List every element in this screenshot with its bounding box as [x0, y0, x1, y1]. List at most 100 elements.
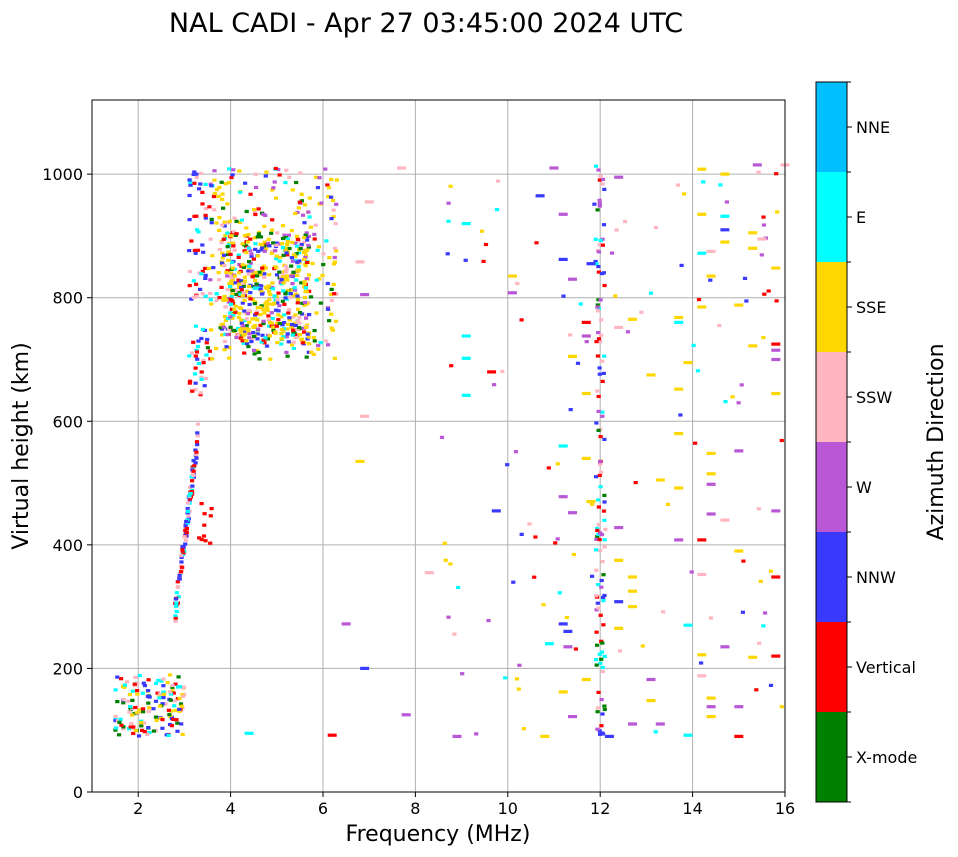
data-point-ssw [297, 316, 302, 320]
data-point-e [228, 285, 233, 289]
data-point-sse [768, 569, 774, 573]
data-point-ssw [291, 315, 296, 319]
data-point-e [252, 286, 257, 290]
data-point-ssw [198, 391, 203, 395]
data-point-vertical [312, 237, 317, 241]
data-point-e [598, 485, 603, 489]
data-point-w [306, 234, 311, 238]
data-point-sse [229, 271, 234, 275]
data-point-vertical [300, 341, 305, 345]
data-point-vertical [250, 275, 255, 279]
data-point-sse [167, 673, 173, 677]
data-point-vertical [277, 173, 282, 177]
x-tick-label: 14 [682, 799, 702, 818]
data-point-sse [706, 715, 716, 719]
data-point-vertical [191, 340, 196, 344]
data-point-x-mode [327, 319, 332, 323]
data-point-sse [226, 258, 231, 262]
data-point-sse [246, 327, 251, 331]
data-point-vertical [187, 381, 192, 385]
data-point-x-mode [595, 208, 600, 212]
data-point-vertical [248, 237, 253, 241]
data-point-nnw [511, 580, 516, 584]
data-point-e [166, 733, 171, 737]
data-point-sse [697, 212, 707, 216]
data-point-nnw [592, 202, 597, 206]
data-point-x-mode [285, 354, 290, 358]
data-point-w [655, 722, 665, 726]
data-point-nnw [198, 287, 203, 291]
data-point-ssw [675, 183, 681, 187]
data-point-ssw [355, 260, 365, 264]
data-point-sse [296, 307, 301, 311]
data-point-vertical [262, 341, 267, 345]
data-point-e [494, 208, 500, 212]
data-point-x-mode [595, 535, 600, 539]
data-point-x-mode [259, 304, 264, 308]
data-point-nnw [594, 475, 599, 479]
data-point-vertical [119, 723, 124, 727]
data-point-e [695, 369, 700, 373]
data-point-ssw [250, 338, 255, 342]
data-point-sse [442, 541, 447, 545]
data-point-e [697, 251, 707, 255]
data-point-sse [219, 323, 224, 327]
data-point-sse [237, 271, 242, 275]
data-point-vertical [254, 311, 259, 316]
data-point-e [235, 326, 241, 331]
data-point-w [595, 727, 600, 731]
data-point-e [653, 730, 658, 734]
data-point-ssw [599, 333, 604, 337]
data-point-sse [311, 336, 316, 340]
data-point-x-mode [257, 357, 262, 361]
data-point-nnw [282, 321, 287, 325]
data-point-nnw [325, 281, 330, 286]
data-point-nnw [295, 294, 300, 298]
data-point-e [187, 354, 192, 358]
data-point-nnw [136, 734, 142, 738]
data-point-w [598, 531, 603, 535]
data-point-ssw [287, 308, 292, 312]
data-point-sse [217, 228, 222, 232]
data-point-e [593, 164, 599, 168]
data-point-sse [214, 346, 219, 350]
data-point-sse [748, 246, 758, 250]
data-point-nnw [602, 500, 607, 504]
data-point-sse [223, 315, 228, 319]
data-point-w [759, 253, 764, 257]
colorbar-label: E [856, 208, 866, 227]
data-point-sse [247, 320, 252, 324]
x-tick-label: 6 [318, 799, 328, 818]
data-point-sse [730, 395, 735, 399]
data-point-sse [307, 342, 312, 346]
data-point-vertical [236, 255, 241, 259]
data-point-sse [266, 237, 271, 241]
data-point-x-mode [132, 712, 137, 716]
data-point-ssw [595, 389, 600, 393]
data-point-ssw [220, 223, 225, 227]
data-point-w [248, 248, 253, 252]
data-point-w [614, 175, 624, 179]
data-point-w [446, 615, 451, 619]
data-point-vertical [595, 354, 600, 358]
data-point-ssw [639, 310, 644, 314]
data-point-ssw [241, 281, 246, 285]
data-point-ssw [596, 523, 601, 527]
data-point-x-mode [254, 274, 260, 278]
data-point-w [598, 460, 603, 464]
data-point-nnw [146, 689, 151, 693]
data-point-sse [564, 615, 569, 620]
data-point-sse [279, 242, 285, 246]
data-point-ssw [189, 351, 195, 355]
colorbar-label: SSE [856, 298, 886, 317]
data-point-sse [541, 603, 546, 607]
data-point-sse [220, 192, 225, 196]
data-point-sse [228, 287, 233, 292]
data-point-w [401, 713, 411, 717]
data-point-e [259, 340, 264, 344]
data-point-ssw [595, 706, 601, 710]
data-point-vertical [194, 282, 199, 286]
data-point-e [593, 237, 598, 241]
data-point-nnw [200, 243, 205, 247]
data-point-sse [258, 313, 263, 317]
